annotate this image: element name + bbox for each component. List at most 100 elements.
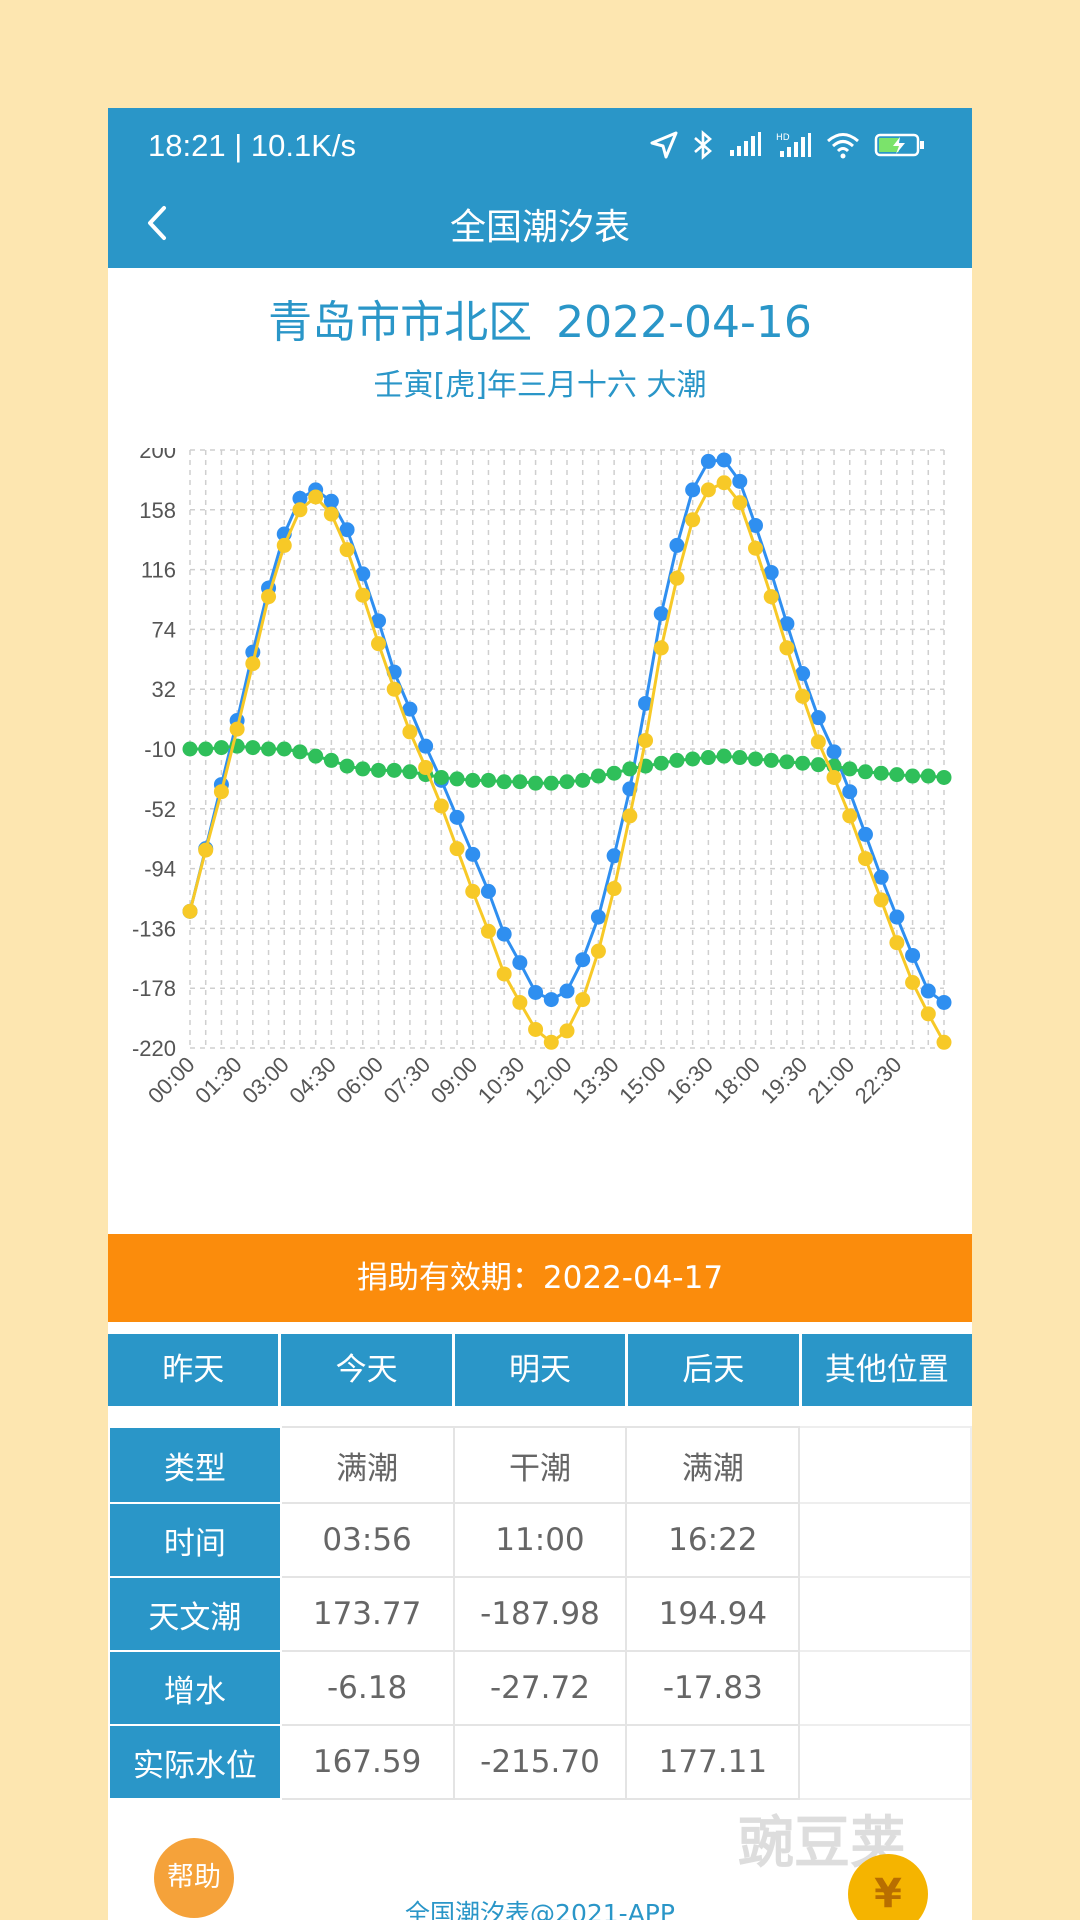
data-point — [528, 984, 544, 1000]
data-point — [653, 755, 669, 771]
table-cell: 03:56 — [279, 1502, 455, 1578]
table-row: 实际水位 167.59 -215.70 177.11 — [108, 1724, 972, 1800]
x-tick-label: 16:30 — [661, 1052, 718, 1109]
data-point — [590, 768, 606, 784]
data-point — [748, 517, 763, 533]
table-row: 类型 满潮 干潮 满潮 — [108, 1426, 972, 1504]
data-point — [433, 769, 449, 785]
data-point — [842, 761, 858, 777]
x-tick-label: 09:00 — [426, 1052, 483, 1109]
back-button[interactable] — [134, 198, 184, 248]
data-point — [575, 992, 591, 1008]
tab-tomorrow[interactable]: 明天 — [454, 1334, 626, 1406]
row-header-time: 时间 — [108, 1502, 282, 1578]
data-point — [920, 1006, 936, 1022]
bluetooth-icon — [694, 130, 712, 160]
data-point — [857, 826, 873, 842]
data-point — [905, 768, 921, 784]
table-cell: 167.59 — [279, 1724, 455, 1800]
data-point — [716, 475, 732, 491]
y-tick-label: 158 — [139, 498, 176, 523]
row-header-type: 类型 — [108, 1426, 282, 1504]
data-point — [936, 1034, 952, 1050]
data-point — [606, 881, 622, 897]
data-point — [622, 761, 638, 777]
data-point — [826, 744, 842, 760]
data-point — [323, 506, 339, 522]
lunar-date: 壬寅[虎]年三月十六 大潮 — [373, 368, 707, 403]
data-point — [245, 740, 261, 756]
data-point — [685, 751, 701, 767]
x-tick-label: 10:30 — [473, 1052, 530, 1109]
data-point — [292, 744, 308, 760]
row-header-astro: 天文潮 — [108, 1576, 282, 1652]
data-point — [402, 701, 418, 717]
tab-day-after[interactable]: 后天 — [628, 1334, 799, 1406]
table-cell: 11:00 — [452, 1502, 628, 1578]
data-point — [496, 926, 512, 942]
data-point — [512, 774, 528, 790]
data-point — [873, 892, 889, 908]
data-point — [496, 774, 512, 790]
data-point — [590, 943, 606, 959]
data-point — [449, 809, 465, 825]
table-cell: 干潮 — [452, 1426, 628, 1504]
data-point — [276, 741, 292, 757]
data-point — [480, 883, 496, 899]
data-point — [889, 909, 905, 925]
hd-signal-icon: HD — [776, 133, 811, 157]
data-point — [543, 775, 559, 791]
tab-today[interactable]: 今天 — [281, 1334, 452, 1406]
data-point — [371, 762, 386, 778]
wifi-icon — [827, 133, 859, 159]
y-tick-label: 116 — [141, 558, 176, 583]
data-point — [700, 453, 716, 469]
table-cell: -215.70 — [452, 1724, 628, 1800]
footer-copyright: 全国潮汐表@2021-APP — [405, 1899, 675, 1920]
data-point — [418, 760, 434, 776]
data-point — [480, 772, 496, 788]
data-point — [559, 983, 575, 999]
help-button[interactable]: 帮助 — [154, 1838, 234, 1918]
data-point — [732, 750, 748, 766]
data-point — [936, 769, 952, 785]
y-tick-label: -178 — [132, 976, 176, 1001]
x-tick-label: 06:00 — [331, 1052, 388, 1109]
donate-coin-button[interactable]: ¥ — [848, 1854, 928, 1920]
svg-text:HD: HD — [776, 133, 790, 143]
data-point — [386, 762, 402, 778]
donation-expiry-banner[interactable]: 捐助有效期：2022-04-17 — [108, 1234, 972, 1322]
data-point — [559, 774, 575, 790]
x-tick-label: 15:00 — [614, 1052, 671, 1109]
table-cell-empty — [798, 1724, 972, 1800]
data-point — [198, 741, 214, 757]
tab-other-location[interactable]: 其他位置 — [801, 1334, 972, 1406]
nav-row: 全国潮汐表 — [108, 180, 972, 268]
data-point — [355, 761, 371, 777]
status-time-speed: 18:21 | 10.1K/s — [148, 128, 356, 163]
data-point — [213, 784, 229, 800]
data-point — [575, 772, 591, 788]
table-cell: 16:22 — [625, 1502, 801, 1578]
y-tick-label: -220 — [132, 1036, 176, 1061]
data-point — [213, 740, 229, 756]
data-point — [653, 606, 669, 622]
location-date-heading: 青岛市市北区 2022-04-16 — [108, 286, 972, 350]
tide-chart-svg: 2001581167432-10-52-94-136-178-22000:000… — [132, 438, 952, 1172]
data-point — [732, 495, 748, 511]
x-tick-label: 19:30 — [756, 1052, 813, 1109]
data-point — [748, 751, 763, 767]
data-point — [465, 883, 481, 899]
data-point — [622, 808, 638, 824]
data-point — [779, 616, 795, 632]
table-cell: 194.94 — [625, 1576, 801, 1652]
data-point — [261, 741, 277, 757]
data-point — [638, 695, 654, 711]
data-point — [700, 482, 716, 498]
data-point — [528, 775, 544, 791]
tab-yesterday[interactable]: 昨天 — [108, 1334, 279, 1406]
data-point — [842, 784, 858, 800]
data-point — [590, 909, 606, 925]
data-point — [889, 767, 905, 783]
data-point — [339, 542, 355, 558]
